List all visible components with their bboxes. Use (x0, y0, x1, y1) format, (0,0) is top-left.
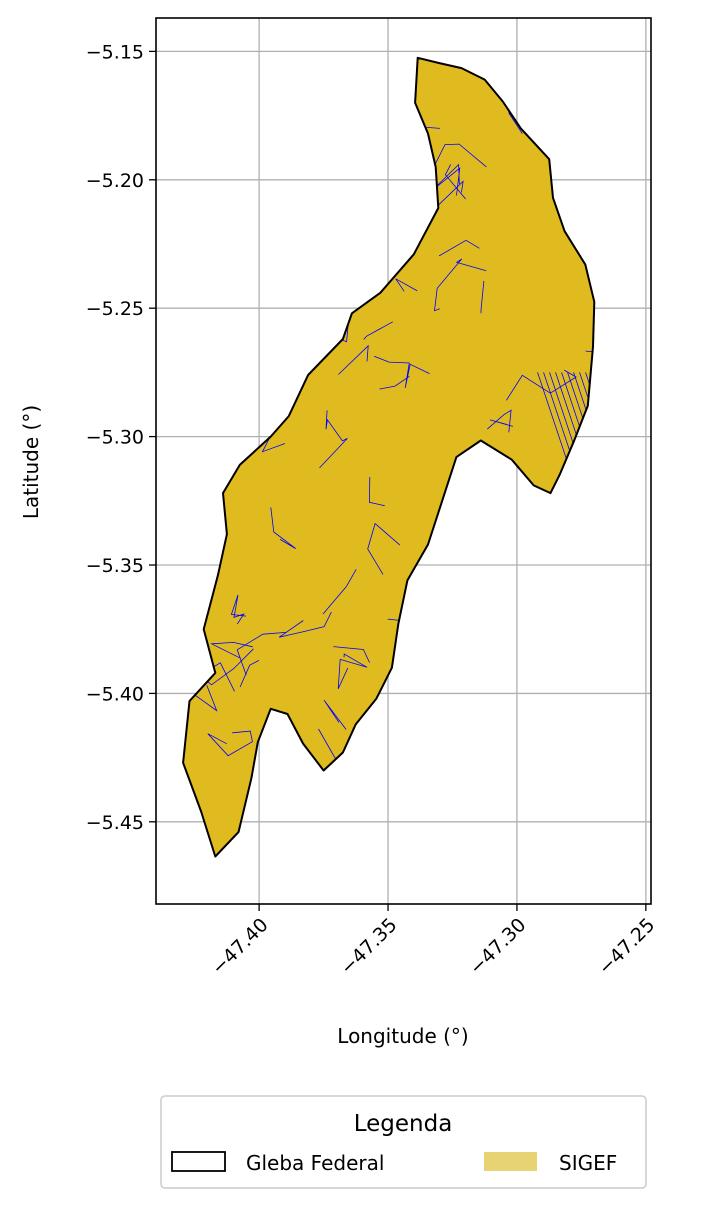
parcel-line (337, 653, 368, 689)
legend-label-sigef: SIGEF (559, 1151, 617, 1175)
parcel-line (367, 522, 401, 575)
parcel-line (207, 730, 253, 757)
parcel-line (278, 611, 332, 638)
x-axis-label: Longitude (°) (337, 1024, 468, 1048)
parcel-line (323, 699, 347, 730)
y-tick-label: −5.25 (86, 298, 144, 320)
y-axis-label: Latitude (°) (19, 405, 43, 519)
parcel-line (210, 641, 253, 659)
y-tick-label: −5.40 (86, 683, 144, 705)
parcel-line (373, 355, 430, 388)
parcel-line (444, 164, 467, 200)
parcel-line (438, 239, 480, 257)
legend-swatch-sigef (484, 1152, 537, 1171)
parcel-line (433, 143, 487, 168)
parcel-line (270, 507, 296, 549)
parcel-line (434, 180, 464, 210)
y-tick-label: −5.45 (86, 812, 144, 834)
parcel-line (543, 372, 574, 463)
parcel-line (395, 278, 418, 292)
parcel-line (230, 594, 247, 625)
legend-title: Legenda (354, 1111, 453, 1137)
parcel-line (363, 321, 393, 340)
y-tick-label: −5.30 (86, 427, 144, 449)
parcel-line (480, 280, 485, 314)
plot-frame (155, 17, 652, 905)
parcel-line (368, 476, 385, 507)
y-tick-label: −5.20 (86, 170, 144, 192)
parcel-line (338, 344, 369, 375)
legend: Legenda Gleba Federal SIGEF (160, 1095, 647, 1189)
parcel-line (236, 632, 286, 676)
parcel-line (319, 410, 348, 469)
y-tick-label: −5.35 (86, 555, 144, 577)
y-axis-ticks: −5.15 −5.20 −5.25 −5.30 −5.35 −5.40 −5.45 (86, 41, 156, 834)
parcel-line (239, 660, 260, 688)
gleba-federal-boundary (182, 56, 596, 858)
parcel-line (434, 258, 487, 312)
parcel-line (322, 569, 357, 615)
parcel-line (537, 372, 568, 463)
parcel-line (579, 372, 595, 463)
parcel-line (333, 646, 370, 663)
legend-swatch-gleba-federal (171, 1151, 226, 1172)
sigef-area (183, 57, 595, 857)
y-tick-label: −5.15 (86, 41, 144, 63)
legend-label-gleba-federal: Gleba Federal (246, 1151, 384, 1175)
parcel-line (379, 375, 410, 390)
parcel-line (489, 419, 514, 427)
